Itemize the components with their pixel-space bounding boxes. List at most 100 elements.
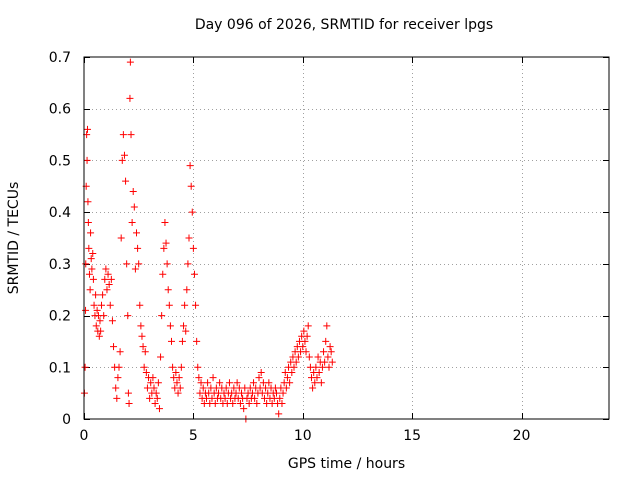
data-point [134,244,142,252]
data-point [174,389,182,397]
data-points [80,58,336,423]
data-point [302,348,310,356]
data-point [204,379,212,387]
data-point [128,218,136,226]
data-point [85,244,93,252]
data-point [172,368,180,376]
data-point [180,322,188,330]
data-point [124,389,132,397]
data-point [305,353,313,361]
data-point [199,384,207,392]
data-point [257,368,265,376]
data-point [116,348,124,356]
data-point [186,162,194,170]
data-point [169,363,177,371]
y-tick-label: 0.2 [49,309,71,325]
data-point [93,306,101,314]
data-point [250,379,258,387]
data-point [114,374,122,382]
data-point [320,348,328,356]
data-point [275,410,283,418]
data-point [175,374,183,382]
y-tick-label: 0.5 [49,153,71,169]
data-point [161,218,169,226]
data-point [265,379,273,387]
data-point [238,389,245,397]
x-tick-label: 15 [403,428,421,444]
data-point [138,332,146,340]
data-point [83,156,91,164]
data-point [105,281,113,289]
data-point [255,374,263,382]
grid-lines [84,57,609,419]
y-axis-label: SRMTID / TECUs [6,181,22,295]
data-point [160,244,168,252]
data-point [166,322,174,330]
data-point [311,379,319,387]
data-point [188,208,196,216]
data-point [286,379,294,387]
data-point [290,363,298,371]
data-point [108,317,116,325]
data-point [153,394,161,402]
data-point [149,374,157,382]
data-point [151,399,159,407]
data-point [135,260,143,268]
data-point [279,389,287,397]
data-point [137,322,145,330]
x-tick-label: 10 [294,428,312,444]
data-point [146,394,154,402]
data-point [98,301,105,309]
data-point [85,270,93,278]
plot-frame [83,56,610,420]
data-point [154,379,162,387]
data-point [303,332,311,340]
data-point [165,301,173,309]
data-point [292,358,300,366]
data-point [324,353,332,361]
data-point [92,322,100,330]
data-point [276,394,284,402]
data-point [173,379,181,387]
data-point [304,322,312,330]
data-point [184,260,192,268]
data-point [312,363,320,371]
data-point [107,275,115,283]
data-point [92,291,100,299]
data-point [229,399,237,407]
data-point [122,177,130,185]
data-point [317,379,325,387]
x-axis-label: GPS time / hours [287,456,406,472]
data-point [192,301,200,309]
data-point [322,337,330,345]
data-point [222,384,230,392]
data-point [288,368,296,376]
data-point [211,399,219,407]
data-point [273,389,280,397]
data-point [195,374,203,382]
data-point [181,301,189,309]
y-tick-label: 0.3 [49,257,71,273]
data-point [193,337,201,345]
data-point [309,384,317,392]
data-point [152,389,160,397]
data-point [283,374,291,382]
data-point [81,363,89,371]
x-tick-label: 5 [189,428,198,444]
data-point [84,125,91,133]
data-point [163,260,171,268]
data-point [185,234,193,242]
data-point [183,286,191,294]
data-point [119,131,127,139]
data-point [282,384,290,392]
data-point [159,270,167,278]
data-point [120,151,128,159]
data-point [328,358,336,366]
x-tick-label: 20 [513,428,531,444]
data-point [131,265,139,273]
data-point [103,286,111,294]
data-point [102,265,110,273]
data-point [84,198,92,206]
data-point [178,337,186,345]
data-point [155,405,163,413]
